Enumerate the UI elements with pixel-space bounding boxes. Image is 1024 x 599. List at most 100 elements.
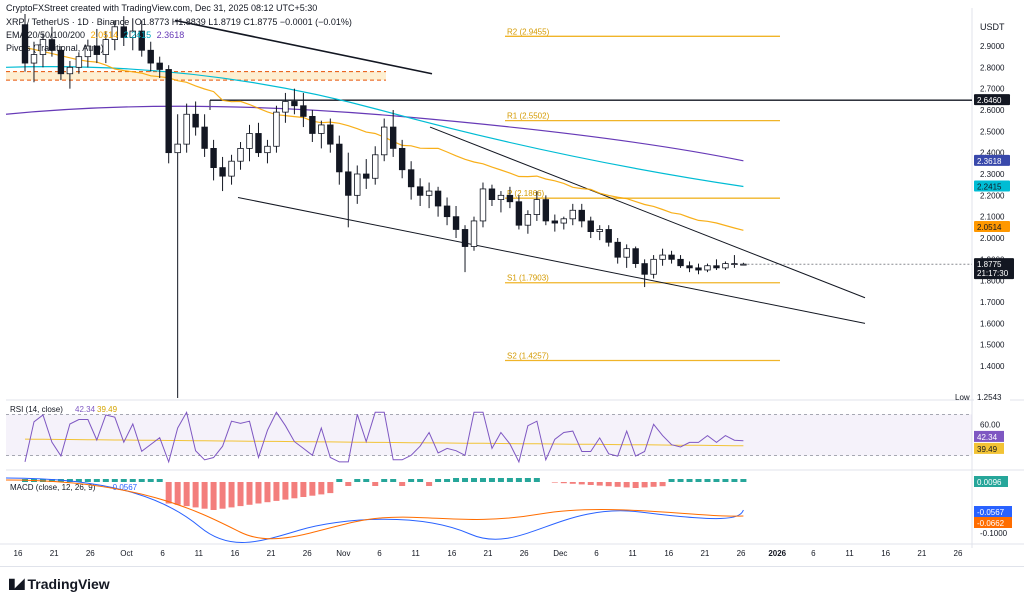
candle: [524, 214, 532, 226]
macd-histogram-bar: [722, 479, 729, 482]
rsi-value-badge: [974, 430, 1004, 442]
macd-histogram-bar: [129, 479, 136, 482]
rsi-tick: 60.00: [980, 421, 1001, 430]
symbol-legend[interactable]: XRP / TetherUS · 1D · Binance O1.8773 H1…: [6, 17, 355, 27]
macd-histogram-bar: [740, 479, 747, 482]
candle: [30, 54, 38, 64]
macd-histogram-bar: [354, 479, 361, 482]
price-tick-label: 1.7000: [980, 298, 1005, 307]
price-tick-label: 1.5000: [980, 341, 1005, 350]
macd-histogram-bar: [192, 482, 199, 508]
macd-histogram-bar: [120, 479, 127, 482]
time-tick-label: 21: [50, 549, 59, 558]
tradingview-logo[interactable]: ▮◢ TradingView: [8, 575, 110, 592]
macd-title: MACD (close, 12, 26, 9): [10, 483, 96, 492]
candles-group: [21, 14, 747, 398]
macd-histogram-bar: [183, 482, 190, 507]
candle: [398, 147, 406, 171]
candle: [210, 147, 217, 168]
macd-histogram-bar: [578, 482, 585, 485]
macd-histogram-bar: [479, 478, 486, 482]
candle: [488, 188, 496, 201]
candle: [578, 209, 585, 222]
macd-histogram-bar: [282, 482, 289, 500]
candle: [722, 263, 729, 269]
pivots-legend[interactable]: Pivots (Traditional, Auto): [6, 43, 104, 53]
macd-histogram-bar: [417, 479, 424, 482]
macd-hist-badge-text: 0.0096: [977, 478, 1002, 487]
pivot-label: S2 (1.4257): [507, 352, 549, 361]
macd-histogram-bar: [551, 482, 558, 483]
candle: [659, 254, 666, 260]
macd-histogram-bar: [497, 478, 504, 482]
candle: [138, 30, 145, 51]
macd-histogram-bar: [255, 482, 262, 504]
macd-histogram-bar: [650, 482, 657, 487]
candle: [291, 101, 298, 107]
candle: [165, 69, 172, 154]
time-tick-label: 21: [267, 549, 276, 558]
candle: [686, 265, 693, 269]
pivot-label: R1 (2.5502): [507, 112, 550, 121]
candle: [614, 241, 621, 258]
ema50-badge: [974, 180, 1010, 192]
candle: [389, 126, 397, 149]
last-price-badge: [974, 258, 1014, 280]
macd-histogram-bar: [363, 479, 370, 482]
macd-histogram-bar: [300, 482, 307, 497]
candle: [183, 113, 190, 145]
ema100-badge-text: 2.3618: [977, 157, 1002, 166]
candle: [470, 220, 478, 247]
ema20-badge: [974, 221, 1010, 233]
macd-histogram-bar: [291, 482, 298, 499]
price-tick-label: 1.4000: [980, 362, 1005, 371]
symbol-title[interactable]: XRP / TetherUS · 1D · Binance: [6, 17, 130, 27]
macd-histogram-bar: [632, 482, 639, 488]
time-tick-label: 16: [230, 549, 239, 558]
price-tick-label: 1.8000: [980, 277, 1005, 286]
time-tick-label: 21: [917, 549, 926, 558]
macd-histogram-bar: [264, 482, 271, 503]
candle: [75, 56, 83, 68]
macd-hist-badge: [974, 476, 1008, 487]
macd-histogram-bar: [228, 482, 235, 508]
macd-histogram-bar: [390, 479, 397, 482]
macd-histogram-bar: [641, 482, 648, 488]
macd-histogram-bar: [156, 479, 163, 482]
macd-histogram-bar: [444, 479, 451, 482]
macd-histogram-bar: [488, 478, 495, 482]
time-tick-label: Nov: [336, 549, 350, 558]
pivot-label: P (2.1866): [507, 189, 545, 198]
price-tick-label: 2.2000: [980, 191, 1005, 200]
candle: [48, 39, 56, 51]
candle: [39, 39, 47, 55]
ema-legend[interactable]: EMA 20/50/100/200 2.0514 2.2415 2.3618: [6, 30, 187, 40]
macd-histogram-bar: [210, 482, 217, 510]
macd-histogram-bar: [569, 482, 576, 484]
macd-histogram-bar: [84, 479, 91, 482]
macd-histogram-bar: [336, 479, 343, 482]
macd-signal-badge-text: -0.0662: [977, 519, 1005, 528]
candle: [66, 66, 74, 75]
candle: [704, 265, 711, 271]
candle: [632, 248, 639, 265]
candle: [309, 116, 316, 134]
ema-label[interactable]: EMA 20/50/100/200: [6, 30, 86, 40]
ema50-line: [5, 66, 744, 188]
macd-histogram-bar: [533, 478, 540, 482]
chart-canvas[interactable]: 2.9000 2.8000 2.7000 2.6000 2.5000 2.4000 2.30…: [0, 0, 1024, 566]
candle: [569, 209, 576, 220]
macd-histogram-bar: [318, 482, 325, 495]
ema50-value: 2.2415: [123, 30, 152, 40]
candle: [533, 199, 541, 215]
rsi-line: [24, 410, 744, 464]
pivot-label: S1 (1.7903): [507, 274, 549, 283]
macd-histogram-bar: [102, 479, 109, 482]
macd-histogram-bar: [174, 482, 181, 505]
macd-histogram-bar: [327, 482, 334, 494]
time-tick-label: 26: [303, 549, 312, 558]
time-tick-label: 11: [845, 549, 854, 558]
candle: [713, 265, 720, 269]
candle: [596, 229, 603, 232]
price-tick-label: 2.8000: [980, 63, 1005, 72]
